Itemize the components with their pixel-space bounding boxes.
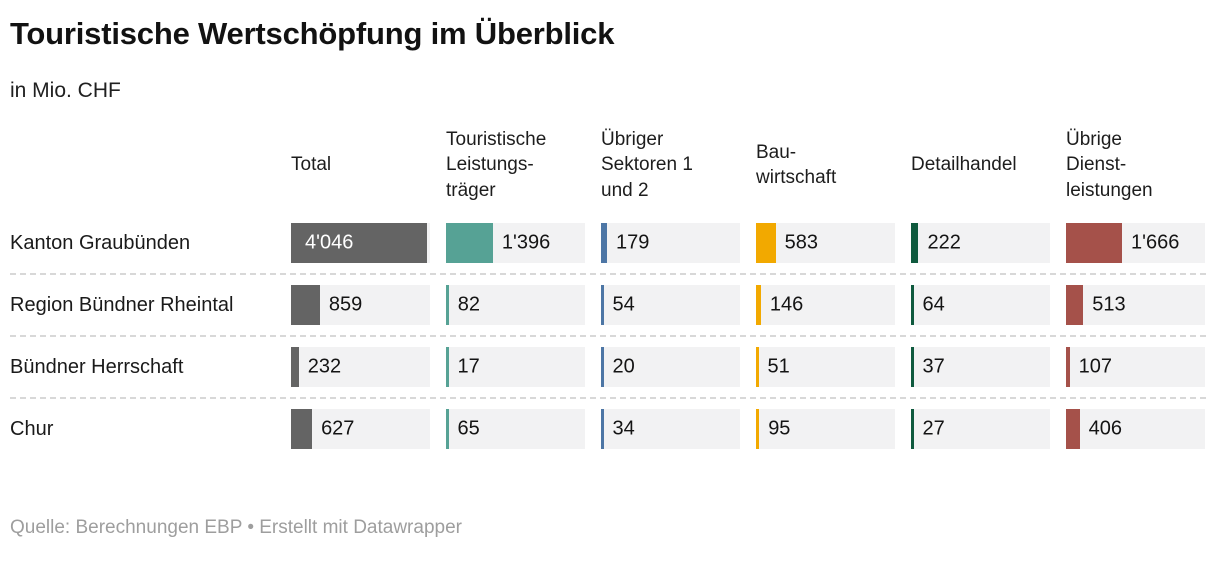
bar-value: 1'666 (1131, 231, 1180, 254)
bar (911, 409, 914, 449)
bar (601, 223, 608, 263)
bar-cell: 51 (756, 347, 895, 387)
bar-value: 513 (1092, 293, 1126, 316)
bar (291, 409, 313, 449)
column-header-0: Total (291, 154, 332, 176)
bar-cell: 27 (911, 409, 1050, 449)
bar-value: 583 (784, 231, 818, 254)
bar (291, 223, 427, 263)
bar-value: 27 (922, 417, 945, 440)
chart-subtitle: in Mio. CHF (10, 79, 121, 102)
bar-cell: 627 (291, 409, 430, 449)
table-rows: Kanton Graubünden 4'046 1'396 179 583 222 1'66… (10, 213, 1206, 459)
bar (911, 285, 914, 325)
bar-cell: 583 (756, 223, 895, 263)
bar-value: 34 (612, 417, 635, 440)
bar-cell: 232 (291, 347, 430, 387)
chart-title: Touristische Wertschöpfung im Überblick (10, 16, 615, 51)
bar-cell: 17 (446, 347, 585, 387)
bar (601, 409, 604, 449)
bar-cell: 54 (601, 285, 740, 325)
bar-cell: 95 (756, 409, 895, 449)
bar-cell: 82 (446, 285, 585, 325)
column-header-4: Detailhandel (911, 154, 1017, 176)
bar (446, 285, 449, 325)
bar-value: 146 (769, 293, 804, 316)
bar-value: 64 (922, 293, 945, 316)
bar-value: 4'046 (305, 231, 354, 254)
bar-cell: 107 (1066, 347, 1205, 387)
bar-value: 17 (457, 355, 480, 378)
table-row: Region Bündner Rheintal 859 82 54 146 64 513 (10, 273, 1206, 335)
row-label: Kanton Graubünden (10, 231, 191, 254)
bar (601, 285, 604, 325)
bar-value: 82 (457, 293, 480, 316)
bar-value: 222 (927, 231, 961, 254)
bar-value: 627 (321, 417, 355, 440)
bar-value: 179 (616, 231, 650, 254)
bar-cell: 1'666 (1066, 223, 1205, 263)
column-header-3: Bau- wirtschaft (756, 141, 837, 188)
bar (1066, 223, 1122, 263)
bar-cell: 4'046 (291, 223, 430, 263)
bar-cell: 20 (601, 347, 740, 387)
table-row: Bündner Herrschaft 232 17 20 51 37 107 (10, 335, 1206, 397)
bar (756, 347, 759, 387)
row-label: Region Bündner Rheintal (10, 293, 234, 316)
bar-cell: 64 (911, 285, 1050, 325)
bar (911, 223, 919, 263)
bar-cell: 513 (1066, 285, 1205, 325)
bar (756, 409, 760, 449)
bar-cell: 1'396 (446, 223, 585, 263)
bar-cell: 37 (911, 347, 1050, 387)
bar (756, 223, 776, 263)
bar-cell: 146 (756, 285, 895, 325)
bar-value: 54 (612, 293, 635, 316)
table-row: Kanton Graubünden 4'046 1'396 179 583 222 1'66… (10, 213, 1206, 273)
bar-value: 859 (328, 293, 363, 316)
column-header-5: Übrige Dienst- leistungen (1066, 129, 1153, 201)
bar-cell: 222 (911, 223, 1050, 263)
table-row: Chur 627 65 34 95 27 406 (10, 397, 1206, 459)
bar (601, 347, 604, 387)
bar-value: 65 (457, 417, 480, 440)
bar-cell: 179 (601, 223, 740, 263)
column-header-2: Übriger Sektoren 1 und 2 (601, 129, 693, 201)
bar-value: 232 (307, 355, 342, 378)
bar (1066, 285, 1084, 325)
bar-cell: 406 (1066, 409, 1205, 449)
bar-value: 1'396 (501, 231, 551, 254)
row-label: Chur (10, 417, 54, 440)
bar (1066, 347, 1070, 387)
bar (446, 347, 449, 387)
bar-cell: 34 (601, 409, 740, 449)
column-headers: Total Touristische Leistungs- träger Übrig… (10, 119, 1206, 211)
bar (911, 347, 914, 387)
row-label-header-spacer (10, 119, 275, 211)
bar-value: 20 (612, 355, 635, 378)
bar (756, 285, 761, 325)
bar (291, 285, 320, 325)
bar (446, 409, 449, 449)
bar-value: 107 (1078, 355, 1112, 378)
bar (291, 347, 299, 387)
row-label: Bündner Herrschaft (10, 355, 184, 378)
bar-value: 51 (767, 355, 790, 378)
column-header-1: Touristische Leistungs- träger (446, 129, 547, 201)
bar-value: 95 (768, 417, 791, 440)
bar-value: 406 (1088, 417, 1123, 440)
bar-value: 37 (922, 355, 945, 378)
bar (1066, 409, 1080, 449)
bar-cell: 859 (291, 285, 430, 325)
bar-cell: 65 (446, 409, 585, 449)
chart-container: Touristische Wertschöpfung im Überblick … (10, 16, 1206, 538)
bar (446, 223, 493, 263)
chart-footer: Quelle: Berechnungen EBP • Erstellt mit … (10, 517, 462, 538)
